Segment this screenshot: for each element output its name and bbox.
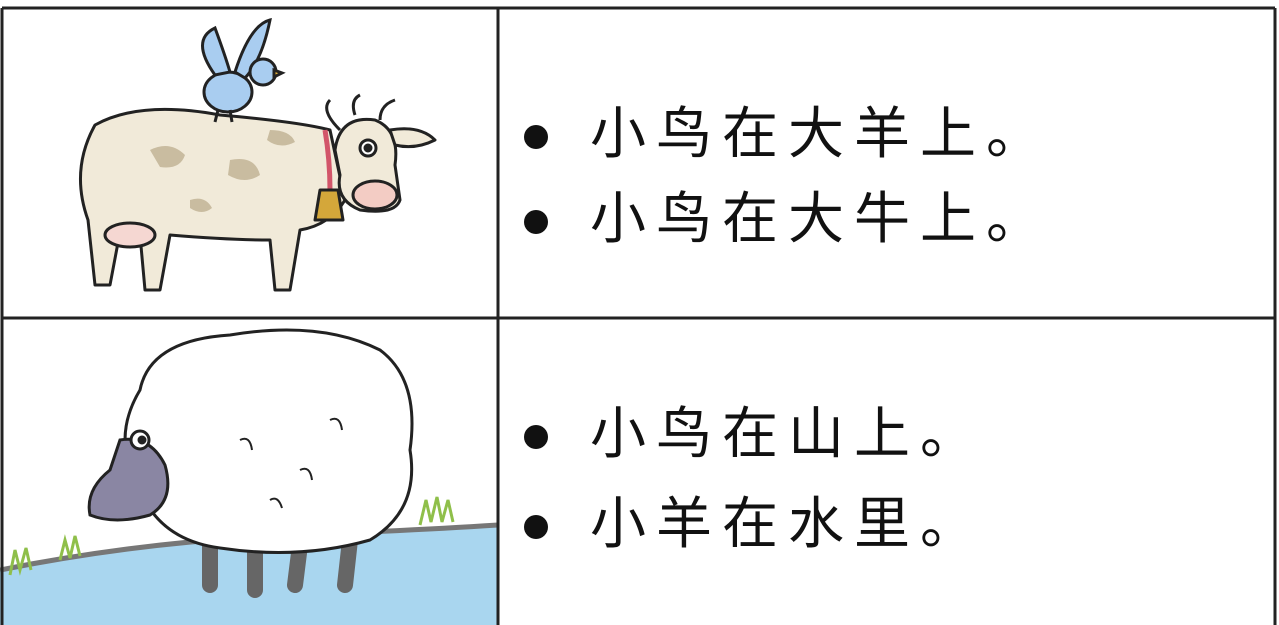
sheep-illustration: [0, 328, 499, 625]
sentence: 小鸟在大羊上。: [590, 102, 1052, 167]
bullet: [524, 425, 548, 449]
cow-illustration: [79, 93, 437, 292]
bullet: [524, 125, 548, 149]
bullet: [524, 210, 548, 234]
bird-illustration: [201, 17, 286, 123]
bullet: [524, 515, 548, 539]
sentence: 小鸟在山上。: [590, 402, 986, 467]
sentence: 小羊在水里。: [590, 492, 986, 557]
table-borders: [0, 6, 1277, 625]
sentence: 小鸟在大牛上。: [590, 187, 1052, 252]
